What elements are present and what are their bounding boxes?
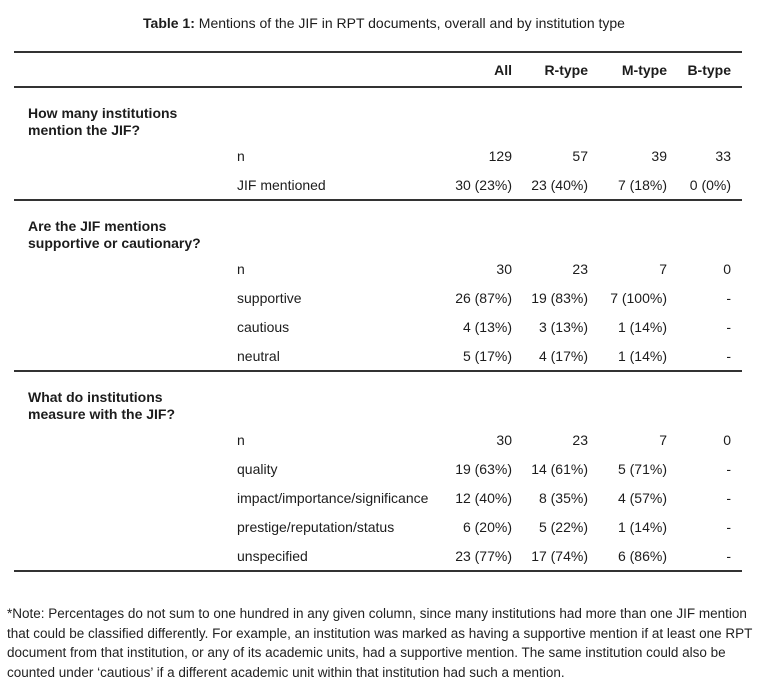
section-question: Are the JIF mentions supportive or cauti…: [14, 201, 742, 254]
row-label: cautious: [237, 318, 290, 335]
section-question: What do institutions measure with the JI…: [14, 372, 742, 425]
cell-all: 30: [496, 431, 512, 448]
cell-b-type: 0 (0%): [689, 176, 731, 193]
cell-all: 30 (23%): [455, 176, 512, 193]
top-rule: [14, 51, 742, 53]
cell-all: 5 (17%): [462, 347, 512, 364]
table-caption-text: Mentions of the JIF in RPT documents, ov…: [198, 15, 625, 31]
column-header-m-type: M-type: [621, 61, 667, 78]
cell-b-type: -: [726, 289, 731, 306]
table-row: unspecified 23 (77%) 17 (74%) 6 (86%) -: [14, 541, 742, 570]
table-row: prestige/reputation/status 6 (20%) 5 (22…: [14, 512, 742, 541]
cell-r-type: 4 (17%): [538, 347, 588, 364]
cell-m-type: 1 (14%): [617, 518, 667, 535]
cell-m-type: 1 (14%): [617, 318, 667, 335]
cell-r-type: 14 (61%): [531, 460, 588, 477]
column-header-b-type: B-type: [687, 61, 731, 78]
cell-all: 30: [496, 260, 512, 277]
table-row: n 129 57 39 33: [14, 141, 742, 170]
cell-m-type: 39: [651, 147, 667, 164]
cell-r-type: 23 (40%): [531, 176, 588, 193]
table-caption: Table 1: Mentions of the JIF in RPT docu…: [0, 0, 768, 32]
question-line-2: measure with the JIF?: [28, 406, 176, 422]
cell-m-type: 1 (14%): [617, 347, 667, 364]
cell-m-type: 7 (100%): [610, 289, 667, 306]
table-row: cautious 4 (13%) 3 (13%) 1 (14%) -: [14, 312, 742, 341]
row-label: JIF mentioned: [237, 176, 326, 193]
cell-b-type: 0: [723, 431, 731, 448]
section-divider-rule: [14, 370, 742, 372]
row-label: n: [237, 431, 245, 448]
section-how-many-institutions: How many institutions mention the JIF? n…: [14, 88, 742, 199]
row-label: prestige/reputation/status: [237, 518, 395, 535]
row-label: quality: [237, 460, 278, 477]
cell-b-type: -: [726, 460, 731, 477]
cell-r-type: 5 (22%): [538, 518, 588, 535]
footnote: *Note: Percentages do not sum to one hun…: [7, 606, 753, 680]
cell-b-type: -: [726, 489, 731, 506]
column-header-r-type: R-type: [544, 61, 588, 78]
row-label: neutral: [237, 347, 280, 364]
table-row: n 30 23 7 0: [14, 254, 742, 283]
table-row: neutral 5 (17%) 4 (17%) 1 (14%) -: [14, 341, 742, 370]
table-row: quality 19 (63%) 14 (61%) 5 (71%) -: [14, 454, 742, 483]
cell-all: 26 (87%): [455, 289, 512, 306]
bottom-rule: [14, 570, 742, 572]
column-header-all: All: [494, 61, 512, 78]
cell-b-type: 0: [723, 260, 731, 277]
section-question: How many institutions mention the JIF?: [14, 88, 742, 141]
cell-r-type: 17 (74%): [531, 547, 588, 564]
cell-r-type: 3 (13%): [538, 318, 588, 335]
cell-m-type: 6 (86%): [617, 547, 667, 564]
cell-b-type: -: [726, 347, 731, 364]
table-row: n 30 23 7 0: [14, 425, 742, 454]
cell-r-type: 57: [572, 147, 588, 164]
row-label: impact/importance/significance: [237, 489, 429, 506]
cell-b-type: -: [726, 318, 731, 335]
section-what-measured: What do institutions measure with the JI…: [14, 372, 742, 570]
section-supportive-or-cautionary: Are the JIF mentions supportive or cauti…: [14, 201, 742, 370]
question-line-2: supportive or cautionary?: [28, 235, 201, 251]
cell-r-type: 8 (35%): [538, 489, 588, 506]
question-line-1: Are the JIF mentions: [28, 218, 167, 234]
header-rule: [14, 86, 742, 88]
cell-m-type: 5 (71%): [617, 460, 667, 477]
cell-m-type: 4 (57%): [617, 489, 667, 506]
column-header-row: All R-type M-type B-type: [14, 53, 742, 86]
cell-all: 4 (13%): [462, 318, 512, 335]
table-row: impact/importance/significance 12 (40%) …: [14, 483, 742, 512]
table: All R-type M-type B-type How many instit…: [14, 51, 742, 572]
table-row: supportive 26 (87%) 19 (83%) 7 (100%) -: [14, 283, 742, 312]
cell-m-type: 7: [659, 431, 667, 448]
row-label: supportive: [237, 289, 302, 306]
cell-r-type: 23: [572, 431, 588, 448]
row-label: n: [237, 147, 245, 164]
cell-all: 129: [488, 147, 512, 164]
table-caption-label: Table 1:: [143, 15, 195, 31]
table-row: JIF mentioned 30 (23%) 23 (40%) 7 (18%) …: [14, 170, 742, 199]
cell-all: 23 (77%): [455, 547, 512, 564]
cell-b-type: -: [726, 547, 731, 564]
row-label: n: [237, 260, 245, 277]
question-line-1: What do institutions: [28, 389, 163, 405]
question-line-2: mention the JIF?: [28, 122, 140, 138]
row-label: unspecified: [237, 547, 308, 564]
cell-m-type: 7 (18%): [617, 176, 667, 193]
cell-m-type: 7: [659, 260, 667, 277]
cell-r-type: 23: [572, 260, 588, 277]
section-divider-rule: [14, 199, 742, 201]
cell-all: 19 (63%): [455, 460, 512, 477]
cell-r-type: 19 (83%): [531, 289, 588, 306]
cell-all: 12 (40%): [455, 489, 512, 506]
cell-b-type: -: [726, 518, 731, 535]
question-line-1: How many institutions: [28, 105, 178, 121]
cell-all: 6 (20%): [462, 518, 512, 535]
cell-b-type: 33: [715, 147, 731, 164]
